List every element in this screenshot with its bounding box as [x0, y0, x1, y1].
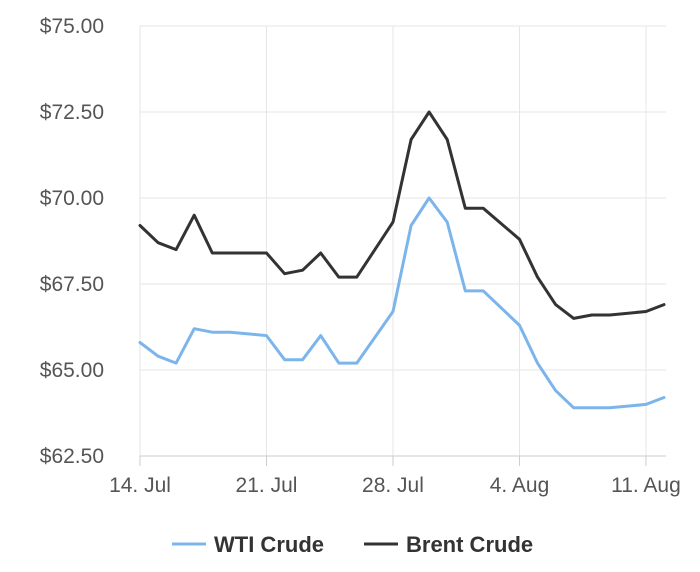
x-tick-label: 11. Aug [611, 474, 681, 497]
legend-item-wti-crude[interactable]: WTI Crude [172, 532, 324, 557]
x-tick-label: 4. Aug [490, 474, 550, 497]
x-tick-label: 21. Jul [236, 474, 298, 497]
x-axis: 14. Jul 21. Jul 28. Jul 4. Aug 11. Aug [109, 455, 681, 497]
series-lines [138, 110, 666, 410]
legend[interactable]: WTI Crude Brent Crude [172, 532, 533, 557]
legend-item-brent-crude[interactable]: Brent Crude [364, 532, 533, 557]
y-tick-label: $67.50 [40, 273, 104, 296]
y-tick-label: $75.00 [40, 15, 104, 38]
x-tick-label: 28. Jul [362, 474, 424, 497]
y-tick-label: $65.00 [40, 359, 104, 382]
legend-label: Brent Crude [406, 532, 533, 557]
y-tick-label: $70.00 [40, 187, 104, 210]
legend-label: WTI Crude [214, 532, 324, 557]
series-line-wti-crude[interactable] [138, 196, 666, 410]
grid [139, 25, 666, 457]
y-axis: $62.50 $65.00 $67.50 $70.00 $72.50 $75.00 [40, 15, 104, 468]
series-line-brent-crude[interactable] [138, 110, 666, 320]
y-tick-label: $62.50 [40, 445, 104, 468]
x-tick-label: 14. Jul [109, 474, 171, 497]
y-tick-label: $72.50 [40, 101, 104, 124]
